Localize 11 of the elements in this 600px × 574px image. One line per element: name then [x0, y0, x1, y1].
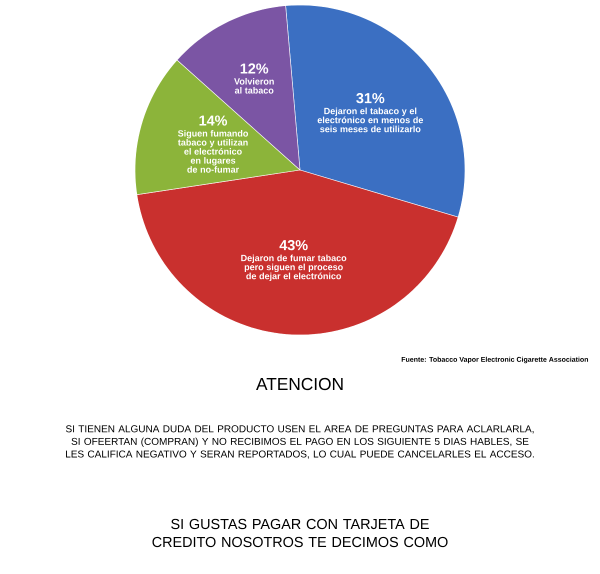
text: SI TIENEN ALGUNA DUDA DEL PRODUCTO USEN EL AREA DE PREGUNTAS PARA ACLARLARLA, SI OFEERTAN (COMPRAN) Y NO RECIBIMOS EL PAGO EN LOS SIGUIENTE 5 DIAS HABLES, SE LES CALIFICA NEGATIVO Y SERAN REPORTADOS, LO CUAL PUEDE CANCELARLES EL ACCESO.	[66, 425, 534, 459]
text: ATENCION	[256, 378, 343, 390]
data-label: 43%	[279, 240, 308, 250]
slice-label: Volvieron al tabaco	[234, 78, 274, 94]
text: SI GUSTAS PAGAR CON TARJETA DE CREDITO NOSOTROS TE DECIMOS COMO	[152, 518, 448, 548]
data-label: 14%	[200, 115, 228, 126]
data-label: 12%	[240, 63, 268, 74]
slice-label: Dejaron de fumar tabaco pero siguen el proceso de dejar el electrónico	[241, 254, 346, 282]
slice-label: Dejaron el tabaco y el electrónico en menos de seis meses de utilizarlo	[318, 108, 424, 132]
data-label: 31%	[356, 93, 384, 104]
slice-label: Siguen fumando tabaco y utilizan el electrónico en lugares de no-fumar	[178, 130, 248, 173]
